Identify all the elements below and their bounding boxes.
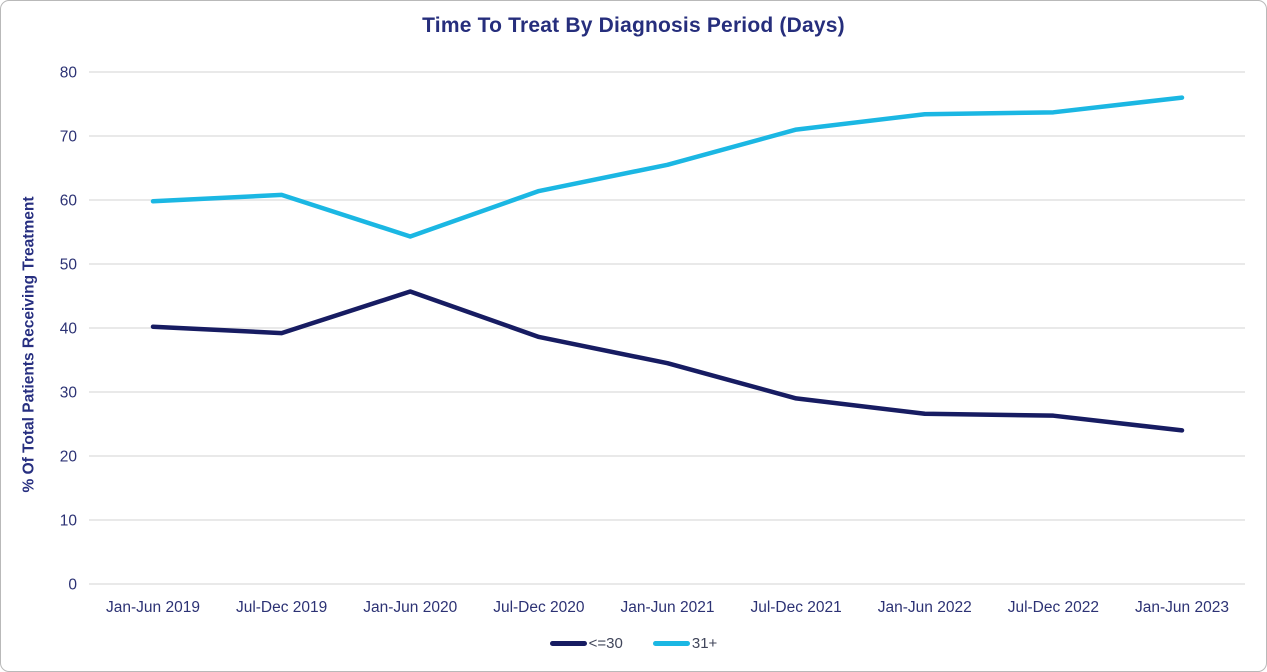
legend-item-31plus[interactable]: 31+ — [652, 635, 718, 652]
x-axis-tick-label: Jul-Dec 2021 — [750, 599, 841, 616]
y-axis-tick-label: 70 — [60, 129, 78, 146]
series-line-le30[interactable] — [150, 289, 1185, 433]
chart-title: Time To Treat By Diagnosis Period (Days) — [422, 14, 845, 37]
y-axis-tick-label: 80 — [60, 65, 78, 82]
y-axis-tick-label: 30 — [60, 385, 78, 402]
legend-label-31plus: 31+ — [691, 635, 718, 652]
x-axis-tick-label: Jul-Dec 2022 — [1008, 599, 1099, 616]
y-axis-tick-label: 20 — [60, 449, 78, 466]
series-line-31plus[interactable] — [150, 95, 1185, 239]
legend-swatch-le30-line — [549, 641, 587, 646]
y-axis-tick-label: 10 — [60, 513, 78, 530]
x-axis-tick-label: Jan-Jun 2019 — [106, 599, 200, 616]
legend-swatch-31plus-line — [652, 641, 690, 646]
y-axis-tick-label: 40 — [60, 321, 78, 338]
legend-item-le30[interactable]: <=30 — [549, 635, 623, 652]
x-axis-tick-label: Jan-Jun 2023 — [1135, 599, 1229, 616]
y-axis-tick-label: 50 — [60, 257, 78, 274]
legend-label-le30: <=30 — [588, 635, 623, 652]
x-axis-tick-label: Jan-Jun 2020 — [363, 599, 457, 616]
x-axis-tick-label: Jul-Dec 2019 — [236, 599, 327, 616]
x-axis-tick-label: Jan-Jun 2021 — [621, 599, 715, 616]
x-axis-tick-label: Jul-Dec 2020 — [493, 599, 585, 616]
x-axis-tick-label: Jan-Jun 2022 — [878, 599, 972, 616]
legend: <=30 31+ — [1, 635, 1266, 652]
y-axis-tick-label: 0 — [68, 577, 77, 594]
y-axis-tick-label: 60 — [60, 193, 78, 210]
